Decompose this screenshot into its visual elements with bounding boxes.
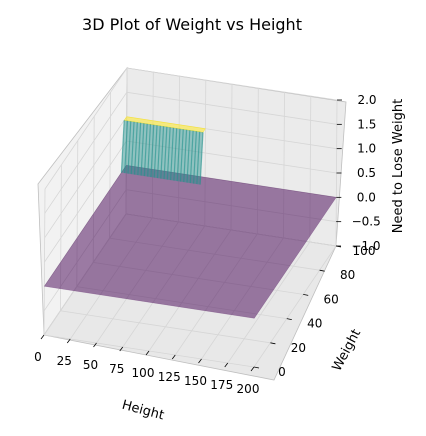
x-tick-label: 150: [184, 374, 207, 388]
surface: [43, 116, 337, 319]
z-tick-label: 2.0: [357, 93, 376, 107]
z-gridline: [44, 67, 338, 190]
y-axis-label: Weight: [330, 327, 365, 374]
surface-mesh-line: [130, 121, 135, 175]
y-tick: [253, 366, 260, 369]
surface-mesh-line: [140, 123, 145, 176]
x-axis: 0 25 50 75 100 125 150 175 200: [34, 334, 260, 396]
y-tick: [270, 342, 276, 345]
x-tick-label: 125: [158, 370, 181, 384]
z-tick-label: 1.0: [357, 142, 376, 156]
x-tick: [119, 346, 124, 352]
surface-mesh-line: [199, 132, 204, 185]
surface-mesh-line: [196, 131, 201, 185]
surface-mesh-line: [156, 125, 161, 179]
y-tick-label: 60: [324, 292, 339, 306]
x-tick: [198, 358, 202, 364]
z-tick-label: 1.5: [357, 117, 376, 131]
surface-mesh-line: [133, 122, 138, 175]
x-tick-label: 175: [210, 378, 233, 392]
x-tick: [145, 350, 150, 356]
z-tick-label: 0.5: [357, 166, 376, 180]
surface-mesh-line: [147, 124, 152, 177]
surface-base: [43, 165, 337, 319]
y-tick-label: 0: [278, 365, 286, 379]
surface-mesh-line: [176, 128, 181, 182]
x-tick: [66, 338, 71, 344]
z-tick-label: 0.0: [357, 190, 376, 204]
surface-mesh-line: [186, 130, 191, 183]
z-tick-label: −1.0: [351, 239, 380, 253]
surface-mesh-line: [120, 120, 125, 173]
y-tick: [286, 318, 292, 320]
surface-mesh-line: [163, 126, 168, 180]
y-tick-label: 80: [340, 268, 355, 282]
x-tick-label: 0: [34, 350, 42, 364]
surface-mesh-line: [179, 129, 184, 182]
x-tick: [250, 366, 255, 372]
chart-title: 3D Plot of Weight vs Height: [82, 15, 302, 34]
surface-mesh-line: [150, 124, 155, 178]
surface-mesh-line: [153, 125, 158, 178]
x-tick: [171, 354, 176, 360]
surface-mesh-line: [127, 121, 132, 174]
surface-mesh-line: [189, 130, 194, 184]
x-tick-label: 100: [132, 366, 155, 380]
z-axis: −1.0 −0.5 0.0 0.5 1.0 1.5 2.0: [336, 93, 381, 253]
z-axis-label: Need to Lose Weight: [391, 99, 406, 233]
x-tick: [93, 342, 97, 348]
x-tick-label: 75: [109, 362, 124, 376]
z-tick-label: −0.5: [352, 215, 381, 229]
surface-mesh-line: [193, 131, 197, 184]
surface-mesh-line: [173, 128, 178, 181]
surface-mesh-line: [160, 126, 165, 179]
x-tick-label: 50: [83, 358, 98, 372]
x-tick: [224, 362, 229, 368]
surface-mesh-line: [183, 129, 188, 183]
x-tick-label: 25: [57, 354, 72, 368]
y-tick-label: 20: [291, 341, 306, 355]
surface-mesh-line: [170, 127, 175, 181]
x-tick: [40, 334, 45, 340]
y-tick: [319, 269, 325, 272]
surface-mesh-line: [166, 127, 171, 180]
y-tick: [303, 294, 309, 296]
z-gridline: [44, 91, 337, 214]
x-tick-label: 200: [237, 382, 260, 396]
surface-mesh-line: [124, 120, 129, 174]
y-tick-label: 100: [353, 244, 376, 258]
surface-mesh-line: [137, 122, 142, 176]
x-axis-label: Height: [120, 398, 165, 424]
y-tick-label: 40: [307, 317, 322, 331]
surface-mesh-line: [143, 123, 148, 177]
